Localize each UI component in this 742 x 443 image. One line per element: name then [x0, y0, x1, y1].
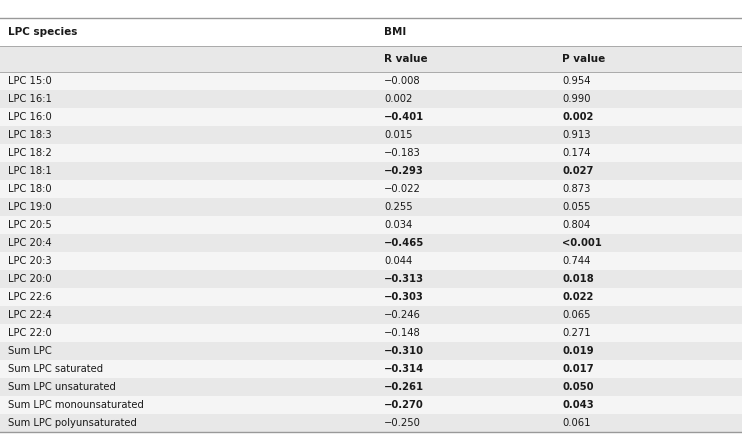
Text: LPC 18:1: LPC 18:1	[8, 166, 52, 176]
Text: LPC 15:0: LPC 15:0	[8, 76, 52, 86]
Bar	[0, 126, 742, 144]
Text: 0.050: 0.050	[562, 382, 594, 392]
Text: 0.061: 0.061	[562, 418, 591, 428]
Text: LPC 16:0: LPC 16:0	[8, 112, 52, 122]
Text: 0.804: 0.804	[562, 220, 591, 230]
Text: LPC 20:4: LPC 20:4	[8, 238, 52, 248]
Bar	[0, 108, 742, 126]
Bar	[0, 270, 742, 288]
Bar	[0, 414, 742, 432]
Text: 0.027: 0.027	[562, 166, 594, 176]
Bar	[0, 18, 742, 46]
Text: 0.873: 0.873	[562, 184, 591, 194]
Text: 0.044: 0.044	[384, 256, 413, 266]
Bar	[0, 72, 742, 90]
Text: LPC 20:0: LPC 20:0	[8, 274, 52, 284]
Bar	[0, 252, 742, 270]
Bar	[0, 342, 742, 360]
Text: −0.310: −0.310	[384, 346, 424, 356]
Text: LPC 20:3: LPC 20:3	[8, 256, 52, 266]
Text: −0.303: −0.303	[384, 292, 424, 302]
Bar	[0, 378, 742, 396]
Text: Sum LPC polyunsaturated: Sum LPC polyunsaturated	[8, 418, 137, 428]
Text: Sum LPC saturated: Sum LPC saturated	[8, 364, 103, 374]
Text: LPC 19:0: LPC 19:0	[8, 202, 52, 212]
Text: −0.313: −0.313	[384, 274, 424, 284]
Text: 0.913: 0.913	[562, 130, 591, 140]
Text: 0.744: 0.744	[562, 256, 591, 266]
Text: −0.401: −0.401	[384, 112, 424, 122]
Bar	[0, 90, 742, 108]
Text: −0.183: −0.183	[384, 148, 421, 158]
Text: −0.148: −0.148	[384, 328, 421, 338]
Text: Sum LPC: Sum LPC	[8, 346, 52, 356]
Text: 0.002: 0.002	[384, 94, 413, 104]
Text: LPC 20:5: LPC 20:5	[8, 220, 52, 230]
Text: 0.065: 0.065	[562, 310, 591, 320]
Text: LPC 22:6: LPC 22:6	[8, 292, 52, 302]
Bar	[0, 162, 742, 180]
Text: P value: P value	[562, 54, 605, 64]
Text: −0.270: −0.270	[384, 400, 424, 410]
Text: BMI: BMI	[384, 27, 407, 37]
Bar	[0, 216, 742, 234]
Bar	[0, 180, 742, 198]
Bar	[0, 288, 742, 306]
Text: −0.314: −0.314	[384, 364, 424, 374]
Bar	[0, 306, 742, 324]
Bar	[0, 360, 742, 378]
Bar	[0, 234, 742, 252]
Text: 0.034: 0.034	[384, 220, 413, 230]
Text: −0.250: −0.250	[384, 418, 421, 428]
Text: Sum LPC unsaturated: Sum LPC unsaturated	[8, 382, 116, 392]
Text: LPC 18:2: LPC 18:2	[8, 148, 52, 158]
Text: LPC 22:4: LPC 22:4	[8, 310, 52, 320]
Text: −0.022: −0.022	[384, 184, 421, 194]
Bar	[0, 324, 742, 342]
Text: −0.261: −0.261	[384, 382, 424, 392]
Text: LPC 16:1: LPC 16:1	[8, 94, 52, 104]
Text: LPC 18:0: LPC 18:0	[8, 184, 52, 194]
Text: 0.043: 0.043	[562, 400, 594, 410]
Text: 0.990: 0.990	[562, 94, 591, 104]
Text: LPC 18:3: LPC 18:3	[8, 130, 52, 140]
Text: R value: R value	[384, 54, 428, 64]
Text: −0.246: −0.246	[384, 310, 421, 320]
Text: 0.002: 0.002	[562, 112, 594, 122]
Text: 0.174: 0.174	[562, 148, 591, 158]
Text: −0.293: −0.293	[384, 166, 424, 176]
Text: LPC species: LPC species	[8, 27, 77, 37]
Bar	[0, 46, 742, 72]
Text: LPC 22:0: LPC 22:0	[8, 328, 52, 338]
Bar	[0, 432, 742, 443]
Text: 0.018: 0.018	[562, 274, 594, 284]
Text: 0.954: 0.954	[562, 76, 591, 86]
Bar	[0, 144, 742, 162]
Text: −0.465: −0.465	[384, 238, 424, 248]
Text: −0.008: −0.008	[384, 76, 421, 86]
Text: 0.017: 0.017	[562, 364, 594, 374]
Bar	[0, 396, 742, 414]
Text: 0.255: 0.255	[384, 202, 413, 212]
Text: 0.022: 0.022	[562, 292, 594, 302]
Text: Sum LPC monounsaturated: Sum LPC monounsaturated	[8, 400, 144, 410]
Bar	[0, 198, 742, 216]
Text: <0.001: <0.001	[562, 238, 603, 248]
Text: 0.271: 0.271	[562, 328, 591, 338]
Text: 0.055: 0.055	[562, 202, 591, 212]
Text: 0.015: 0.015	[384, 130, 413, 140]
Text: 0.019: 0.019	[562, 346, 594, 356]
